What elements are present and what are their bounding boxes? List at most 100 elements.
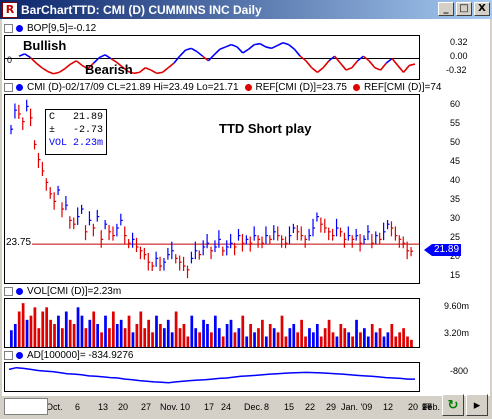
volume-bar	[104, 315, 107, 347]
volume-bar	[25, 319, 29, 347]
date-tick: 15	[284, 402, 295, 412]
volume-bar	[210, 332, 213, 347]
date-tick: Nov.	[160, 402, 178, 412]
bop-segment	[133, 71, 140, 75]
ad-line	[8, 366, 415, 384]
pane-checkbox[interactable]	[4, 351, 13, 360]
bop-segment	[98, 54, 106, 59]
ad-chart	[8, 366, 415, 384]
bop-segment	[271, 44, 278, 50]
ref2-label: REF[CMI (D)]=74	[363, 82, 442, 93]
vol-tick: 9.60m	[444, 301, 470, 311]
date-tick: 12	[383, 402, 394, 412]
date-scroll-box[interactable]	[4, 398, 48, 415]
volume-bar	[249, 324, 252, 347]
date-tick: 8	[264, 402, 270, 412]
bop-segment	[24, 53, 31, 59]
volume-bar	[245, 336, 249, 347]
bop-segment	[236, 46, 244, 54]
pane-checkbox[interactable]	[4, 287, 13, 296]
bop-segment	[156, 71, 163, 75]
date-tick: 6	[75, 402, 81, 412]
volume-bar	[115, 324, 119, 347]
bop-segment	[18, 53, 26, 57]
bop-segment	[93, 56, 100, 64]
vol-axis: 9.60m 3.20m	[422, 298, 488, 348]
volume-bar	[127, 315, 131, 347]
annotation-text: TTD Short play	[219, 121, 312, 136]
bop-segment	[288, 44, 295, 50]
volume-bar	[296, 332, 300, 347]
volume-bar	[72, 324, 76, 347]
date-tick: 17	[422, 402, 433, 412]
bop-segment	[339, 62, 347, 71]
price-pane[interactable]: C 21.89 ± -2.73 VOL 2.23m TTD Short play 23…	[4, 94, 420, 284]
refresh-icon[interactable]: ↻	[442, 394, 464, 416]
ad-pane[interactable]	[4, 362, 420, 392]
bop-segment	[231, 43, 238, 48]
volume-bar	[49, 319, 52, 347]
volume-bar	[284, 336, 288, 347]
vol-label: VOL[CMI (D)]=2.23m	[27, 286, 122, 297]
bop-segment	[402, 64, 410, 73]
bop-segment	[179, 49, 187, 57]
date-tick: Jan. '09	[341, 402, 373, 412]
volume-bar	[194, 328, 198, 347]
bop-segment	[248, 44, 255, 50]
bop-segment	[385, 57, 393, 64]
volume-bar	[253, 332, 256, 347]
change-value: -2.73	[72, 125, 103, 136]
price-chart	[5, 99, 419, 279]
bop-segment	[351, 60, 359, 69]
bop-segment	[202, 55, 209, 62]
pane-checkbox[interactable]	[4, 83, 13, 92]
bop-segment	[299, 55, 307, 62]
bop-segment	[35, 62, 43, 69]
date-tick: 27	[141, 402, 152, 412]
bop-segment	[116, 61, 123, 68]
vol-pane[interactable]	[4, 298, 420, 348]
scroll-right-icon[interactable]: ▸	[466, 394, 488, 416]
volume-bar	[366, 336, 370, 347]
minimize-button[interactable]: _	[438, 2, 454, 16]
vol-header: VOL[CMI (D)]=2.23m	[4, 285, 121, 298]
volume-bar	[241, 315, 245, 347]
bop-segment	[322, 60, 330, 69]
bop-segment	[276, 42, 284, 47]
date-tick: Feb.	[422, 402, 441, 412]
bop-segment	[81, 64, 89, 70]
price-tick: 25	[450, 232, 461, 243]
bop-segment	[254, 42, 261, 46]
volume-bar	[308, 328, 311, 347]
price-tick: 20	[450, 251, 461, 262]
bop-segment	[185, 47, 192, 51]
pane-checkbox[interactable]	[4, 24, 13, 33]
volume-bar	[233, 332, 237, 347]
price-label: CMI (D)-02/17/09 CL=21.89 Hi=23.49 Lo=21…	[27, 82, 239, 93]
volume-bar	[178, 328, 182, 347]
series-dot-icon	[16, 25, 23, 32]
volume-bar	[17, 311, 21, 347]
close-button[interactable]: X	[474, 2, 490, 16]
volume-bar	[304, 336, 307, 347]
maximize-button[interactable]: □	[456, 2, 472, 16]
bullish-label: Bullish	[23, 38, 67, 53]
volume-bar	[139, 311, 143, 347]
bop-segment	[293, 48, 301, 57]
bop-segment	[167, 62, 175, 69]
bop-pane[interactable]: Bullish Bearish 0	[4, 35, 420, 80]
volume-bar	[292, 324, 296, 347]
ad-axis: -800	[422, 362, 488, 392]
volume-key: VOL	[49, 138, 68, 149]
volume-bar	[202, 319, 205, 347]
volume-bar	[80, 315, 84, 347]
last-price-tag: 21.89	[424, 244, 462, 257]
volume-bar	[143, 328, 147, 347]
date-tick: 24	[221, 402, 232, 412]
bop-tick: -0.32	[446, 65, 467, 75]
bop-segment	[190, 47, 198, 53]
volume-bar	[370, 324, 374, 347]
price-axis: 60 55 50 45 40 35 30 25 20 15 21.89	[422, 94, 488, 284]
bop-tick: 0.32	[450, 37, 468, 47]
volume-bar	[264, 336, 268, 347]
